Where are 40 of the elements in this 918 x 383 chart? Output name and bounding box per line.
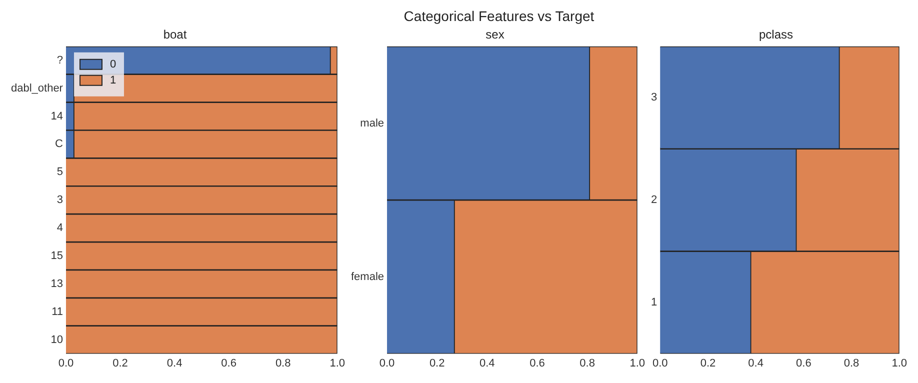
chart-title: boat [163, 28, 188, 42]
y-tick-label: 2 [650, 194, 658, 206]
y-tick-label: 14 [50, 110, 63, 122]
x-tick-label: 1.0 [330, 357, 346, 370]
y-tick-label: 11 [52, 306, 63, 318]
x-tick-label: 0.6 [221, 357, 236, 370]
x-tick-label: 0.4 [166, 357, 182, 370]
x-tick-label: 0.6 [796, 357, 812, 370]
legend-label: 1 [110, 74, 116, 86]
chart-title: pclass [758, 28, 794, 42]
x-tick-label: 0.8 [275, 357, 291, 370]
y-tick-label: 5 [56, 166, 63, 178]
y-tick-label: female [350, 270, 384, 283]
y-tick-label: 3 [650, 92, 658, 104]
y-tick-label: 4 [56, 222, 63, 234]
x-tick-label: 0.2 [429, 357, 445, 370]
x-tick-label: 0.0 [379, 357, 395, 370]
x-tick-label: 0.4 [480, 357, 495, 370]
x-tick-label: 0.8 [844, 357, 860, 370]
y-tick-label: 15 [50, 250, 63, 262]
x-tick-label: 0.0 [652, 357, 668, 370]
x-tick-label: 1.0 [630, 357, 646, 370]
y-tick-label: 3 [56, 194, 63, 206]
y-tick-label: ? [56, 54, 63, 66]
y-tick-label: 13 [50, 278, 63, 290]
y-tick-label: male [360, 117, 384, 130]
x-tick-label: 0.6 [530, 357, 545, 370]
legend-label: 0 [110, 58, 116, 70]
y-tick-label: C [55, 138, 64, 150]
chart-title: sex [486, 28, 504, 42]
x-tick-label: 0.2 [112, 357, 128, 370]
y-tick-label: dabl_other [10, 82, 64, 94]
x-tick-label: 0.2 [700, 357, 716, 370]
x-tick-label: 1.0 [892, 357, 908, 370]
text: Categorical Features vs Target [402, 8, 596, 26]
x-tick-label: 0.4 [748, 357, 764, 370]
y-tick-label: 10 [50, 334, 63, 346]
x-tick-label: 0.0 [58, 357, 74, 370]
x-tick-label: 0.8 [580, 357, 595, 370]
y-tick-label: 1 [650, 296, 658, 309]
